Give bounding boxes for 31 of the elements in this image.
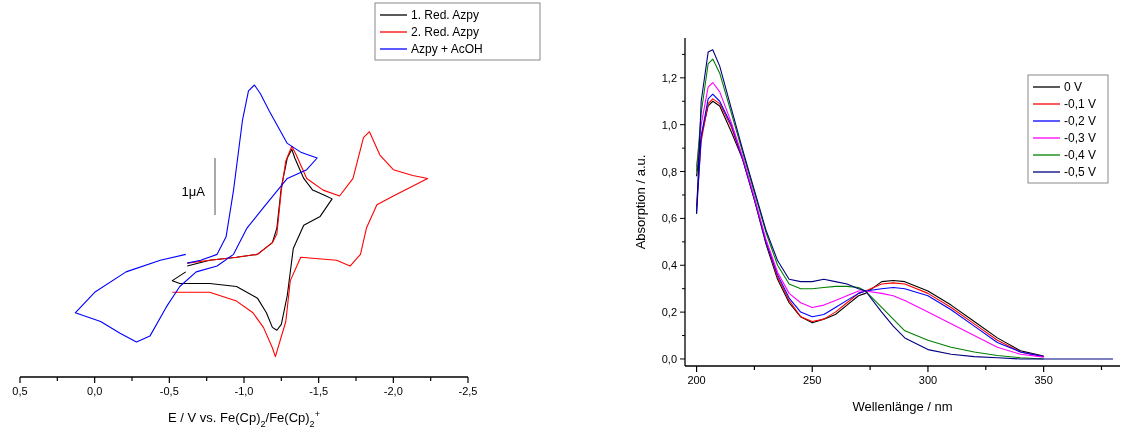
legend-label: Azpy + AcOH [411,42,483,56]
x-tick-label: -2,0 [383,385,403,397]
legend-label: 2. Red. Azpy [411,25,480,39]
legend-label: -0,5 V [1064,165,1097,179]
x-tick-label: -1,0 [234,385,254,397]
x-tick-label: -1,5 [309,385,329,397]
legend-label: 0 V [1064,80,1083,94]
x-tick-label: 200 [687,374,706,386]
legend-label: -0,2 V [1064,114,1097,128]
legend-label: 1. Red. Azpy [411,8,480,22]
x-tick-label: -0,5 [159,385,179,397]
legend-label: -0,3 V [1064,131,1097,145]
legend-label: -0,4 V [1064,148,1097,162]
y-tick-label: 0,8 [661,165,677,178]
x-tick-label: 300 [918,374,938,386]
x-tick-label: 350 [1034,374,1053,386]
x-tick-label: -2,5 [458,385,478,397]
x-tick-label: 250 [803,374,822,386]
y-tick-label: 1,2 [661,71,677,84]
y-tick-label: 0,0 [661,352,677,365]
y-axis-title: Absorption / a.u. [633,154,648,250]
legend-label: -0,1 V [1064,97,1097,111]
x-axis-title: Wellenlänge / nm [852,399,953,414]
y-tick-label: 1,0 [661,118,677,131]
y-tick-label: 0,4 [661,259,677,272]
annotation: 1μA [181,184,206,199]
x-tick-label: 0,0 [87,385,103,397]
y-tick-label: 0,2 [661,306,677,319]
line-series [696,49,1114,360]
x-tick-label: 0,5 [12,385,28,397]
y-tick-label: 0,6 [661,212,677,225]
